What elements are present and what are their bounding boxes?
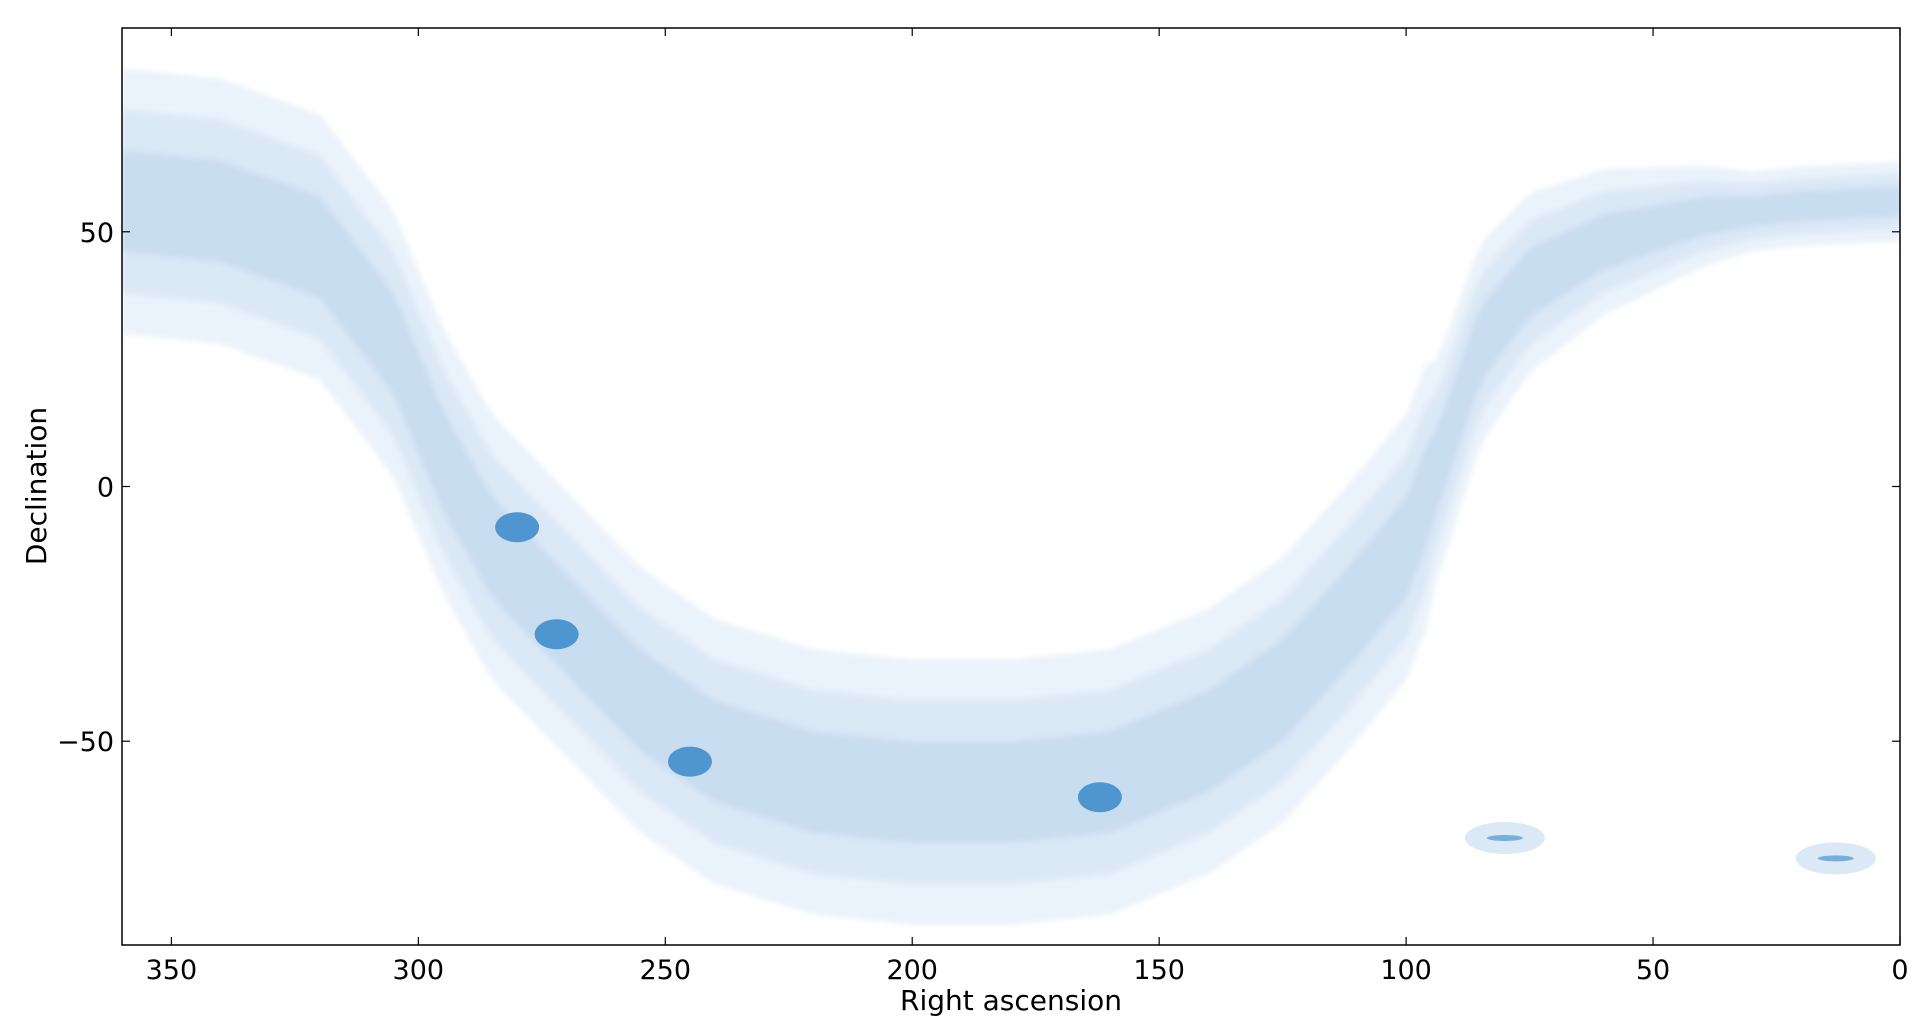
y-tick-label: 50: [80, 218, 114, 249]
contour-clump-core-5: [1817, 855, 1854, 862]
contour-clump-core-4: [1486, 835, 1523, 842]
x-tick-label: 50: [1636, 955, 1670, 986]
y-tick-label: 0: [97, 473, 114, 504]
contour-feature-2: [1077, 782, 1122, 813]
x-tick-label: 100: [1380, 955, 1432, 986]
y-axis-label: Declination: [20, 407, 53, 565]
contour-band-level-3: [122, 150, 1900, 844]
x-tick-label: 0: [1891, 955, 1908, 986]
x-tick-label: 150: [1133, 955, 1185, 986]
contour-feature-1: [667, 746, 712, 777]
contour-feature-3: [495, 512, 540, 543]
x-tick-label: 350: [146, 955, 198, 986]
plot-area: [122, 68, 1900, 925]
x-axis-label: Right ascension: [900, 984, 1122, 1017]
axis-ticks: 350 300 250 200 150 100 50 0 50 0 −50: [57, 28, 1909, 986]
x-tick-label: 300: [393, 955, 445, 986]
y-tick-label: −50: [57, 727, 114, 758]
contour-feature-0: [534, 619, 579, 650]
contour-band-level-2: [122, 109, 1900, 884]
x-tick-label: 200: [886, 955, 938, 986]
x-tick-label: 250: [640, 955, 692, 986]
